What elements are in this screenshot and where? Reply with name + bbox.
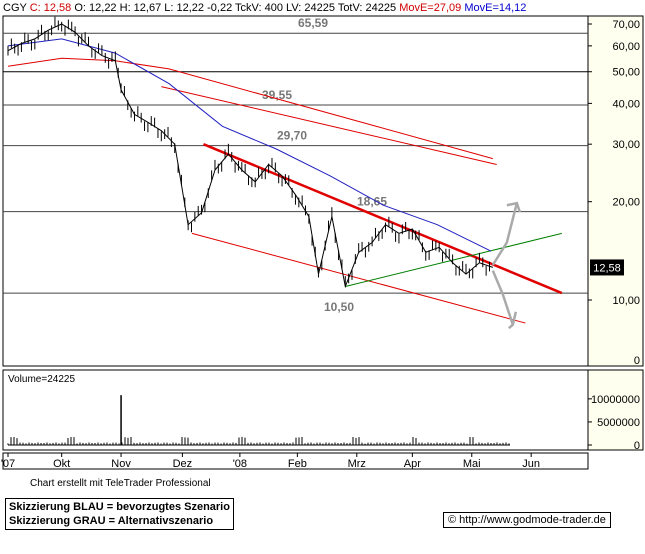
last-volume: LV: 24225 <box>286 2 335 14</box>
price-line <box>7 23 493 289</box>
y-tick-label: 40,00 <box>612 98 640 110</box>
legend-grey: Skizzierung GRAU = Alternativszenario <box>9 515 214 527</box>
level-label: 65,59 <box>298 16 328 30</box>
level-label: 39,55 <box>262 88 292 102</box>
x-tick-label: Okt <box>53 458 70 470</box>
trendline <box>345 232 562 287</box>
last-price-marker <box>590 259 624 276</box>
low-value: L: 12,22 <box>164 2 205 14</box>
moving-average-red: MovE=27,09 <box>399 2 462 14</box>
y-tick-label: 20,00 <box>612 197 640 209</box>
y-tick-label: 60,00 <box>612 41 640 53</box>
time-axis <box>2 452 589 470</box>
tick-volume: TckV: 400 <box>235 2 283 14</box>
volume-label: Volume=24225 <box>8 374 75 385</box>
price-axis-panel <box>587 15 644 367</box>
volume-axis-panel <box>587 369 644 451</box>
x-tick-label: Jun <box>522 458 540 470</box>
x-tick-label: Mrz <box>348 458 366 470</box>
change-value: -0,22 <box>207 2 233 14</box>
trendline <box>161 86 497 165</box>
x-tick-label: Dez <box>173 458 193 470</box>
url-link[interactable]: http://www.godmode-trader.de <box>459 514 606 526</box>
symbol: CGY <box>3 2 27 14</box>
x-tick-label: '08 <box>233 458 247 470</box>
credit-text: Chart erstellt mit TeleTrader Profession… <box>30 478 211 489</box>
x-tick-label: Mai <box>463 458 481 470</box>
y-tick-label: 10,00 <box>612 295 640 307</box>
url-box: © http://www.godmode-trader.de <box>443 512 611 528</box>
scenario-down-arrowhead <box>508 311 518 330</box>
volume-panel <box>2 369 589 451</box>
price-panel <box>2 15 589 367</box>
y-tick-label: 50,00 <box>612 67 640 79</box>
volume-tick-label: 10000000 <box>591 394 640 406</box>
scenario-down-arrow <box>491 270 515 326</box>
y-tick-label: 30,00 <box>612 139 640 151</box>
x-tick-label: '07 <box>1 458 15 470</box>
x-tick-label: Apr <box>404 458 421 470</box>
volume-tick-label: 5000000 <box>597 417 640 429</box>
volume-tick-label: 0 <box>634 440 640 452</box>
high-value: H: 12,67 <box>119 2 162 14</box>
level-label: 18,65 <box>357 195 387 209</box>
trendline <box>202 143 563 295</box>
chart-header: CGY C: 12,58 O: 12,22 H: 12,67 L: 12,22 … <box>3 2 526 14</box>
open-value: O: 12,22 <box>74 2 117 14</box>
last-price-label: 12,58 <box>593 262 621 274</box>
level-label: 10,50 <box>324 300 354 314</box>
y-tick-label: 70,00 <box>612 19 640 31</box>
moving-average-blue: MovE=14,12 <box>464 2 527 14</box>
x-tick-label: Feb <box>288 458 307 470</box>
legend-blue: Skizzierung BLAU = bevorzugtes Szenario <box>9 501 230 513</box>
copyright-icon: © <box>448 514 457 526</box>
level-label: 29,70 <box>277 129 307 143</box>
legend-box: Skizzierung BLAU = bevorzugtes Szenario … <box>5 498 234 530</box>
y-zero-label: 0 <box>634 355 640 367</box>
x-tick-label: Nov <box>111 458 131 470</box>
scenario-up-arrowhead <box>506 201 522 213</box>
total-volume: TotV: 24225 <box>337 2 397 14</box>
scenario-up-arrow <box>491 202 519 266</box>
trendline <box>191 232 526 324</box>
close-value: C: 12,58 <box>29 2 72 14</box>
